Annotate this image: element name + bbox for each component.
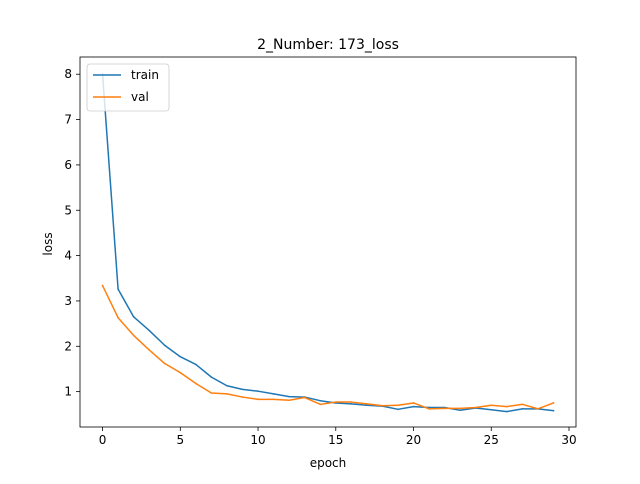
data-point-val <box>226 393 228 395</box>
data-point-val <box>272 398 275 401</box>
data-point-val <box>303 396 306 399</box>
y-tick-label: 1 <box>64 385 72 399</box>
data-point-train <box>148 329 150 332</box>
data-point-train <box>319 399 322 402</box>
data-point-val <box>257 398 259 401</box>
data-point-train <box>288 395 290 398</box>
data-point-train <box>366 404 368 407</box>
data-point-train <box>132 316 135 318</box>
y-tick-label: 7 <box>64 113 72 127</box>
data-point-val <box>443 407 446 410</box>
x-tick-label: 30 <box>561 433 576 447</box>
y-tick-label: 6 <box>64 158 72 172</box>
data-point-val <box>506 405 508 408</box>
x-tick-label: 5 <box>176 433 184 447</box>
y-tick-label: 5 <box>64 203 72 217</box>
data-point-train <box>490 408 493 411</box>
data-point-val <box>521 403 524 406</box>
data-point-val <box>474 406 477 409</box>
axes-frame <box>79 56 577 428</box>
data-point-train <box>117 288 119 290</box>
x-tick-label: 0 <box>99 433 107 447</box>
data-point-train <box>241 388 244 391</box>
data-point-train <box>506 410 508 413</box>
data-point-train <box>350 403 353 405</box>
y-tick-label: 2 <box>64 339 72 353</box>
data-point-val <box>397 404 399 407</box>
x-tick-label: 25 <box>484 433 499 447</box>
y-tick-label: 8 <box>64 67 72 81</box>
chart-title: 2_Number: 173_loss <box>257 37 399 53</box>
y-tick-label: 4 <box>64 249 72 263</box>
series-line-train <box>101 73 555 413</box>
x-axis-label: epoch <box>310 456 347 470</box>
data-point-train <box>210 376 213 378</box>
data-point-train <box>272 393 275 395</box>
data-point-val <box>210 392 213 394</box>
data-point-train <box>397 408 399 411</box>
data-point-train <box>459 409 461 412</box>
y-axis-label: loss <box>41 232 55 255</box>
data-point-val <box>459 407 461 410</box>
data-point-train <box>226 384 228 387</box>
legend-label-train: train <box>131 68 159 82</box>
data-point-val <box>288 399 290 402</box>
data-point-val <box>381 404 384 407</box>
data-point-train <box>412 405 415 408</box>
data-point-val <box>366 403 368 405</box>
x-tick-label: 10 <box>250 433 265 447</box>
x-tick-label: 15 <box>328 433 343 447</box>
data-point-val <box>179 371 182 374</box>
data-point-val <box>117 316 119 319</box>
data-point-train <box>521 408 524 410</box>
data-point-val <box>552 402 555 404</box>
data-point-val <box>241 396 244 398</box>
legend: train val <box>86 63 170 112</box>
data-point-val <box>334 401 337 403</box>
data-point-val <box>101 284 104 287</box>
data-point-train <box>257 390 259 392</box>
data-point-val <box>350 401 353 403</box>
data-point-train <box>195 363 197 366</box>
data-point-val <box>537 408 539 410</box>
data-point-val <box>148 349 150 351</box>
data-point-train <box>552 409 555 412</box>
data-point-val <box>195 382 197 385</box>
data-point-val <box>490 404 493 407</box>
data-point-train <box>179 355 182 358</box>
data-point-train <box>163 344 166 347</box>
data-point-val <box>163 362 166 365</box>
data-point-val <box>428 408 430 410</box>
data-point-val <box>132 334 135 337</box>
data-point-val <box>412 402 415 404</box>
plot-area: 0 5 10 15 20 25 30 1 2 3 4 5 6 7 8 train val <box>64 56 577 447</box>
x-tick-label: 20 <box>406 433 421 447</box>
series-line-val <box>101 284 555 410</box>
y-tick-label: 3 <box>64 294 72 308</box>
data-point-train <box>428 406 430 409</box>
data-point-val <box>319 403 322 406</box>
legend-label-val: val <box>131 90 149 104</box>
